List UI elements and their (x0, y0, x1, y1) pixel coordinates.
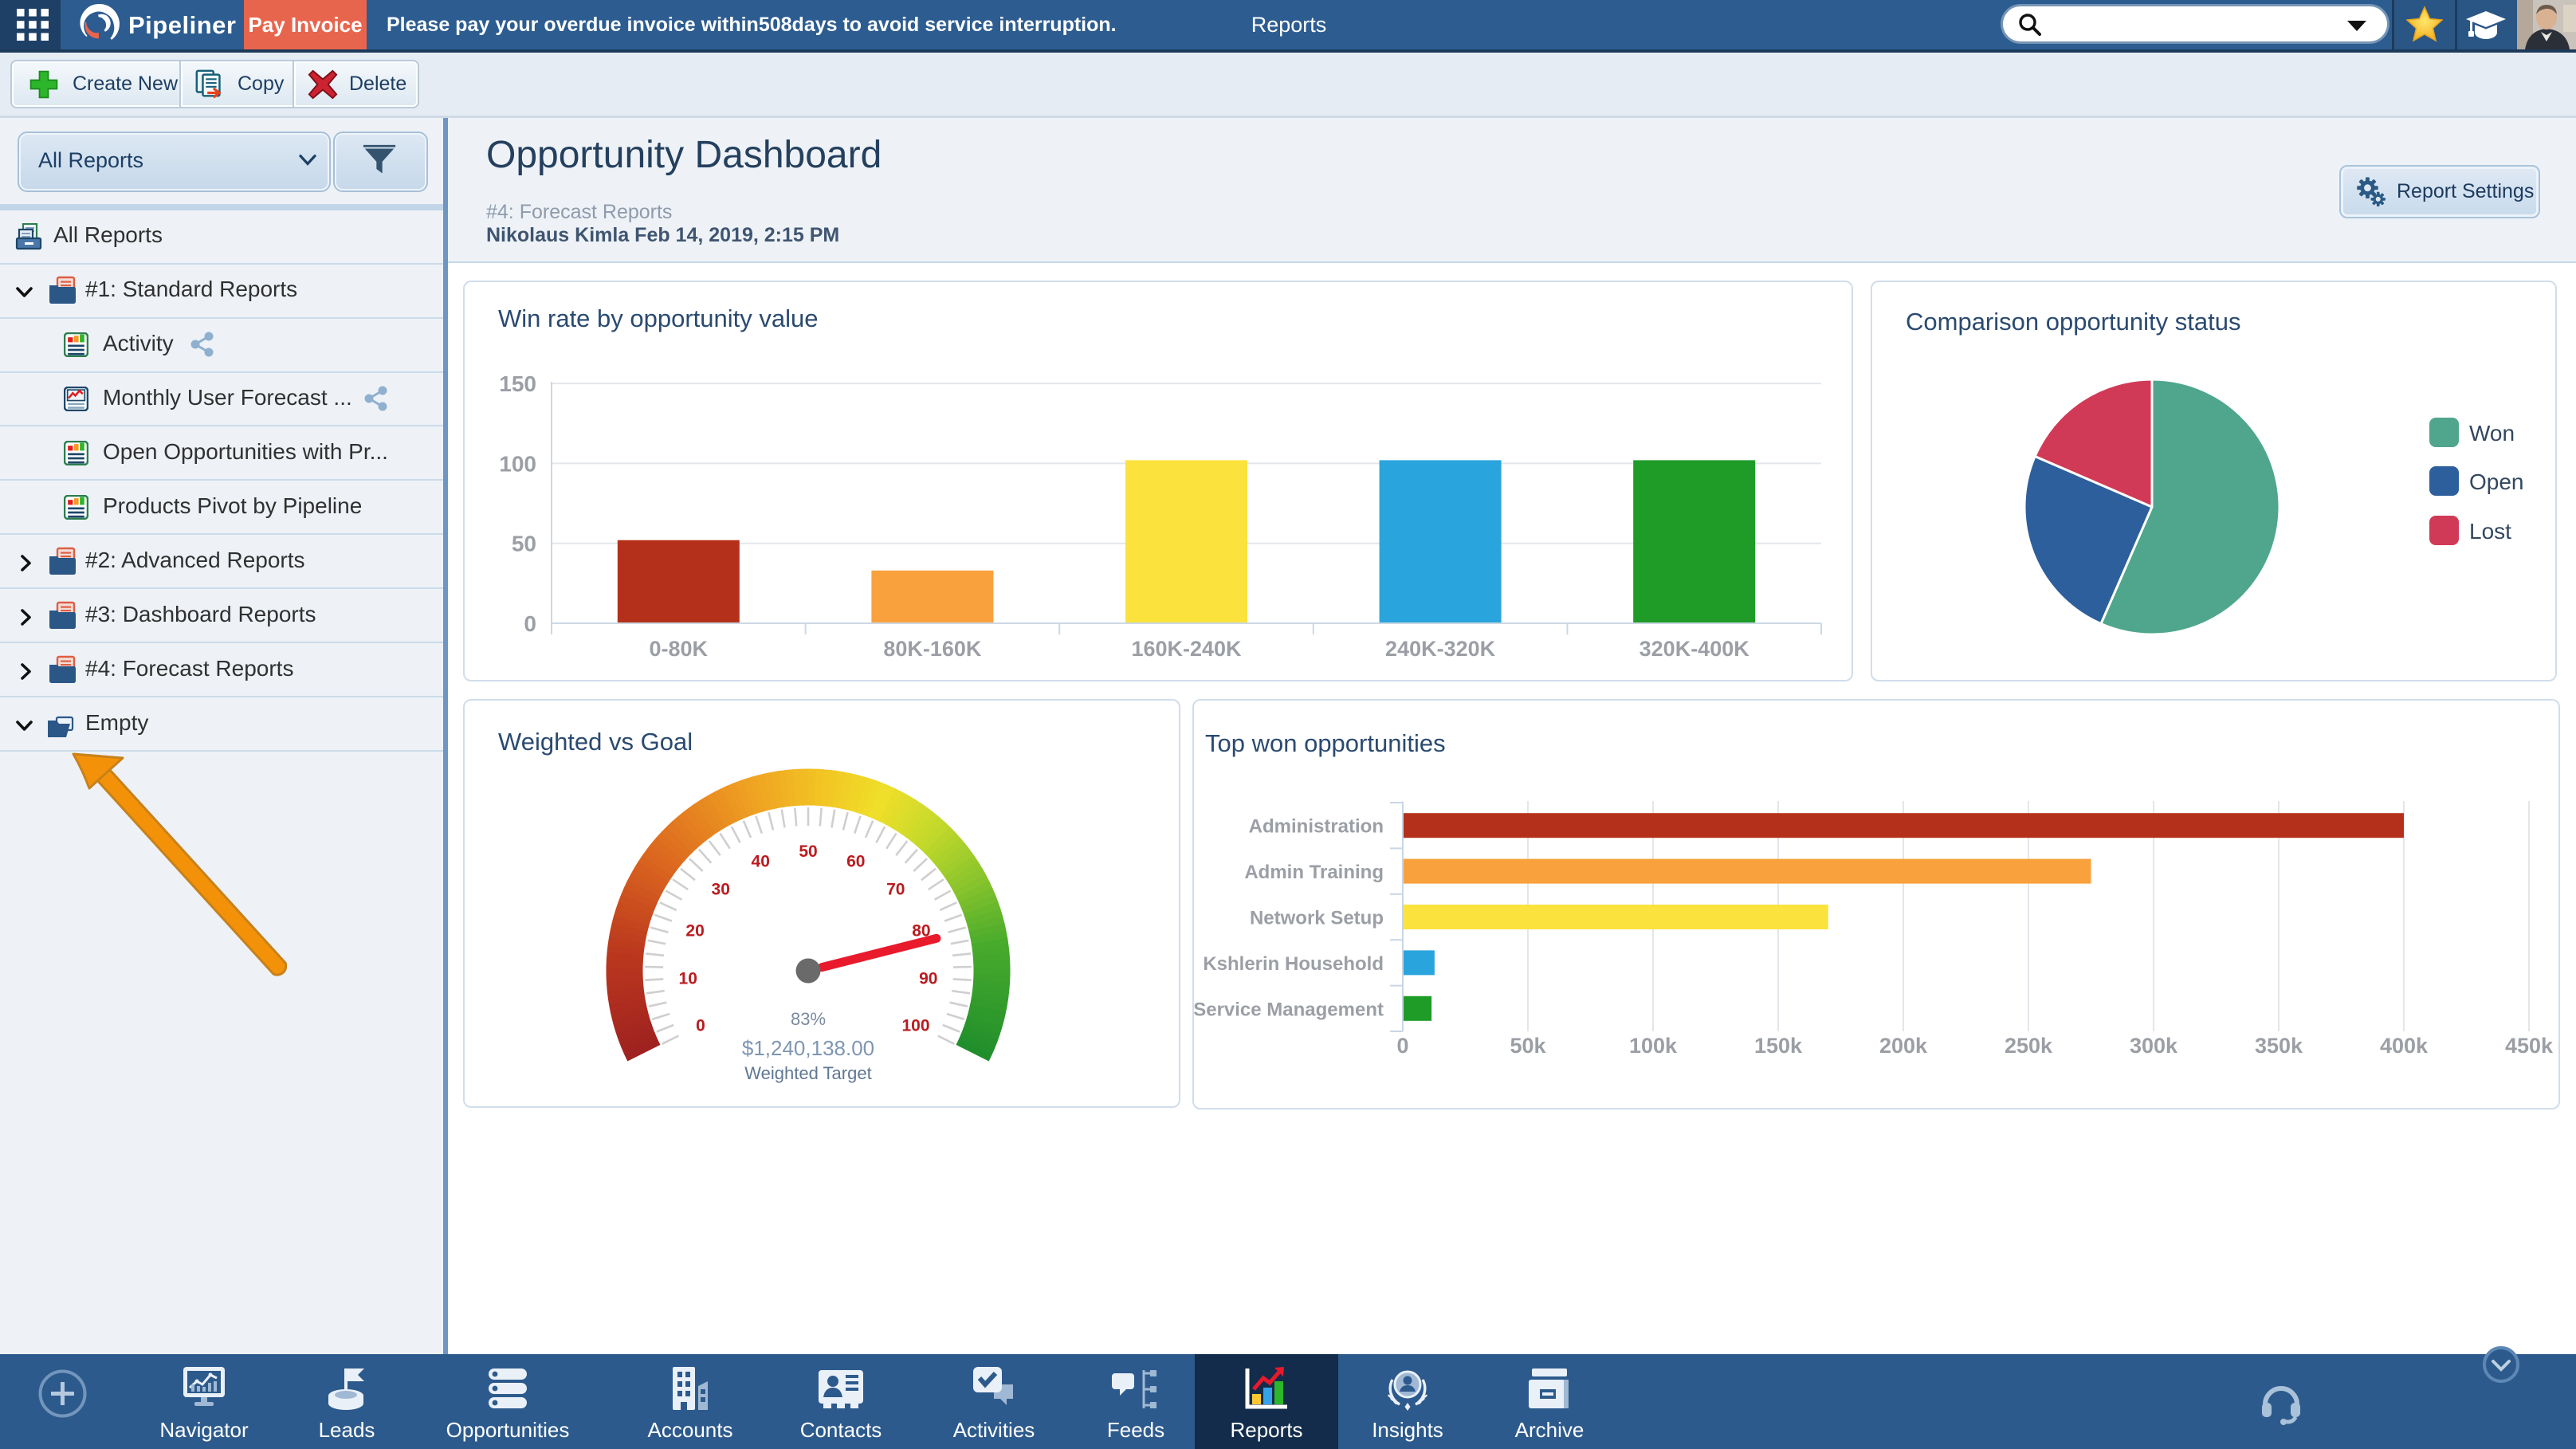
svg-text:70: 70 (886, 880, 905, 898)
svg-text:450k: 450k (2505, 1034, 2554, 1058)
svg-text:50: 50 (799, 842, 817, 861)
svg-text:50k: 50k (1510, 1034, 1546, 1058)
svg-text:150k: 150k (1754, 1034, 1803, 1058)
svg-text:300k: 300k (2130, 1034, 2178, 1058)
svg-text:0-80K: 0-80K (650, 637, 709, 661)
svg-text:40: 40 (752, 852, 770, 870)
svg-text:250k: 250k (2005, 1034, 2053, 1058)
svg-text:200k: 200k (1879, 1034, 1928, 1058)
svg-text:400k: 400k (2380, 1034, 2429, 1058)
svg-text:60: 60 (846, 852, 865, 870)
svg-text:30: 30 (712, 880, 730, 898)
svg-text:10: 10 (679, 970, 697, 988)
svg-text:350k: 350k (2255, 1034, 2303, 1058)
svg-text:0: 0 (524, 611, 536, 636)
svg-text:90: 90 (919, 970, 937, 988)
svg-text:100k: 100k (1629, 1034, 1678, 1058)
svg-text:100: 100 (901, 1017, 929, 1035)
svg-text:320K-400K: 320K-400K (1639, 637, 1750, 661)
svg-text:0: 0 (1396, 1034, 1408, 1058)
svg-text:80: 80 (912, 921, 930, 940)
svg-text:80K-160K: 80K-160K (883, 637, 982, 661)
svg-text:160K-240K: 160K-240K (1131, 637, 1242, 661)
svg-text:50: 50 (512, 532, 536, 556)
svg-text:0: 0 (696, 1017, 705, 1035)
svg-text:Administration: Administration (1249, 816, 1384, 838)
svg-text:20: 20 (685, 921, 704, 940)
svg-text:240K-320K: 240K-320K (1385, 637, 1496, 661)
svg-text:Kshlerin Household: Kshlerin Household (1203, 953, 1384, 975)
svg-text:100: 100 (499, 451, 536, 476)
svg-text:150: 150 (499, 371, 536, 396)
svg-text:Network Setup: Network Setup (1250, 908, 1384, 929)
svg-text:Service Management: Service Management (1194, 999, 1384, 1020)
svg-text:Admin Training: Admin Training (1244, 862, 1384, 883)
